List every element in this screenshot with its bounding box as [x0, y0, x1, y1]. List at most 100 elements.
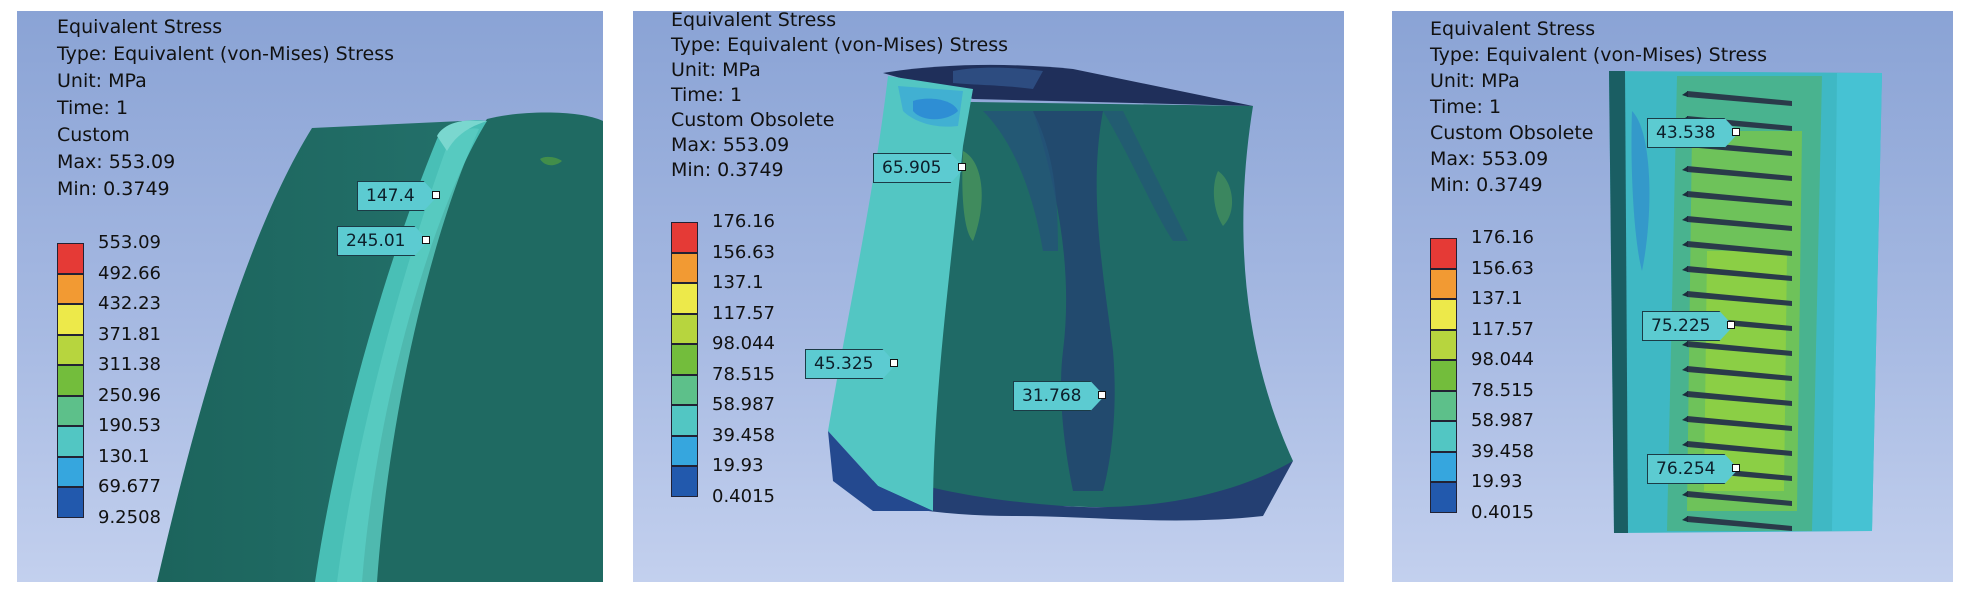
legend-label: 176.16 — [1471, 227, 1534, 248]
probe-marker — [958, 163, 967, 171]
probe-value: 31.768 — [1013, 381, 1104, 411]
legend-swatch — [1430, 451, 1457, 482]
legend-swatch — [671, 222, 698, 253]
legend-label: 137.1 — [712, 272, 764, 293]
thread-crest — [1687, 341, 1792, 356]
thread-crest — [1687, 366, 1792, 381]
probe-label[interactable]: 76.254 — [1647, 454, 1741, 484]
result-type: Type: Equivalent (von-Mises) Stress — [57, 43, 395, 65]
legend-swatch — [57, 365, 84, 396]
thread-crest — [1687, 291, 1792, 306]
legend-swatch — [1430, 329, 1457, 360]
result-scale-mode: Custom — [57, 124, 130, 146]
legend-label: 98.044 — [712, 333, 775, 354]
legend-label: 371.81 — [98, 323, 161, 345]
legend-swatch — [671, 252, 698, 283]
probe-label[interactable]: 31.768 — [1013, 381, 1107, 411]
thread-crest — [1687, 166, 1792, 181]
legend-label: 69.677 — [98, 476, 161, 497]
thread-crest — [1687, 516, 1792, 531]
result-max: Max: 553.09 — [1430, 148, 1549, 170]
thread-root — [1682, 291, 1688, 297]
probe-value: 76.254 — [1647, 454, 1738, 484]
result-time: Time: 1 — [1430, 96, 1502, 118]
result-header: Equivalent Stress Type: Equivalent (von-… — [57, 14, 394, 203]
thread-lines — [1682, 91, 1792, 531]
thread-root — [1682, 516, 1688, 522]
probe-label[interactable]: 43.538 — [1647, 118, 1741, 148]
stress-panel-3: Equivalent Stress Type: Equivalent (von-… — [1392, 11, 1953, 582]
legend-swatch — [671, 405, 698, 436]
thread-root — [1682, 416, 1688, 422]
thread-root — [1682, 366, 1688, 372]
probe-label[interactable]: 75.225 — [1642, 311, 1736, 341]
thread-root — [1682, 191, 1688, 197]
result-unit: Unit: MPa — [1430, 70, 1520, 92]
legend-swatch — [1430, 360, 1457, 391]
result-unit: Unit: MPa — [57, 70, 147, 92]
legend-label: 39.458 — [1471, 440, 1534, 462]
probe-value: 43.538 — [1647, 118, 1738, 148]
probe-marker — [1732, 464, 1741, 472]
legend-label: 137.1 — [1471, 288, 1523, 309]
thread-root — [1682, 341, 1688, 347]
probe-value: 245.01 — [337, 226, 428, 256]
thread-root — [1682, 166, 1688, 172]
legend-swatch — [57, 395, 84, 426]
legend-swatch — [57, 273, 84, 304]
thread-root — [1682, 391, 1688, 397]
legend-swatch — [671, 374, 698, 405]
stress-panel-1: Equivalent Stress Type: Equivalent (von-… — [17, 11, 603, 582]
legend-label: 0.4015 — [712, 485, 775, 507]
legend-label: 9.2508 — [98, 506, 161, 528]
probe-label[interactable]: 45.325 — [805, 349, 899, 379]
probe-value: 75.225 — [1642, 311, 1733, 341]
probe-marker — [1727, 321, 1736, 329]
result-type: Type: Equivalent (von-Mises) Stress — [671, 34, 1009, 56]
result-title: Equivalent Stress — [671, 11, 837, 31]
probe-label[interactable]: 147.4 — [357, 181, 440, 211]
stress-panel-2: Equivalent Stress Type: Equivalent (von-… — [633, 11, 1344, 582]
thread-crest — [1687, 391, 1792, 406]
result-type: Type: Equivalent (von-Mises) Stress — [1430, 44, 1768, 66]
thread-crest — [1687, 91, 1792, 106]
legend-label: 250.96 — [98, 384, 161, 406]
probe-value: 65.905 — [873, 153, 964, 183]
legend-label: 190.53 — [98, 415, 161, 436]
probe-marker — [431, 191, 440, 199]
probe-label[interactable]: 65.905 — [873, 153, 967, 183]
probe-value: 147.4 — [357, 181, 438, 211]
legend-label: 78.515 — [1471, 379, 1534, 401]
thread-crest — [1687, 241, 1792, 256]
result-min: Min: 0.3749 — [1430, 174, 1543, 196]
probe-label[interactable]: 245.01 — [337, 226, 431, 256]
legend-label: 156.63 — [712, 241, 775, 263]
probe-marker — [1732, 128, 1741, 136]
result-max: Max: 553.09 — [671, 134, 790, 156]
legend-label: 311.38 — [98, 354, 161, 375]
result-unit: Unit: MPa — [671, 59, 761, 81]
result-header: Equivalent Stress Type: Equivalent (von-… — [671, 11, 1008, 183]
thread-root — [1682, 266, 1688, 272]
legend-label: 19.93 — [1471, 471, 1523, 492]
legend-label: 19.93 — [712, 455, 764, 476]
legend-label: 98.044 — [1471, 349, 1534, 370]
probe-value: 45.325 — [805, 349, 896, 379]
result-scale-mode: Custom Obsolete — [671, 109, 835, 131]
thread-crest — [1687, 441, 1792, 456]
thread-root — [1682, 491, 1688, 497]
legend-swatch — [1430, 421, 1457, 452]
legend-swatch — [671, 344, 698, 375]
legend-label: 39.458 — [712, 424, 775, 446]
probe-marker — [890, 359, 899, 367]
legend-label: 553.09 — [98, 232, 161, 253]
legend-swatch — [1430, 299, 1457, 330]
legend-swatch — [57, 304, 84, 335]
thread-root — [1682, 241, 1688, 247]
legend-label: 492.66 — [98, 262, 161, 284]
result-max: Max: 553.09 — [57, 151, 176, 173]
probe-marker — [422, 236, 431, 244]
thread-root — [1682, 441, 1688, 447]
legend-label: 176.16 — [712, 211, 775, 232]
result-title: Equivalent Stress — [57, 16, 223, 38]
